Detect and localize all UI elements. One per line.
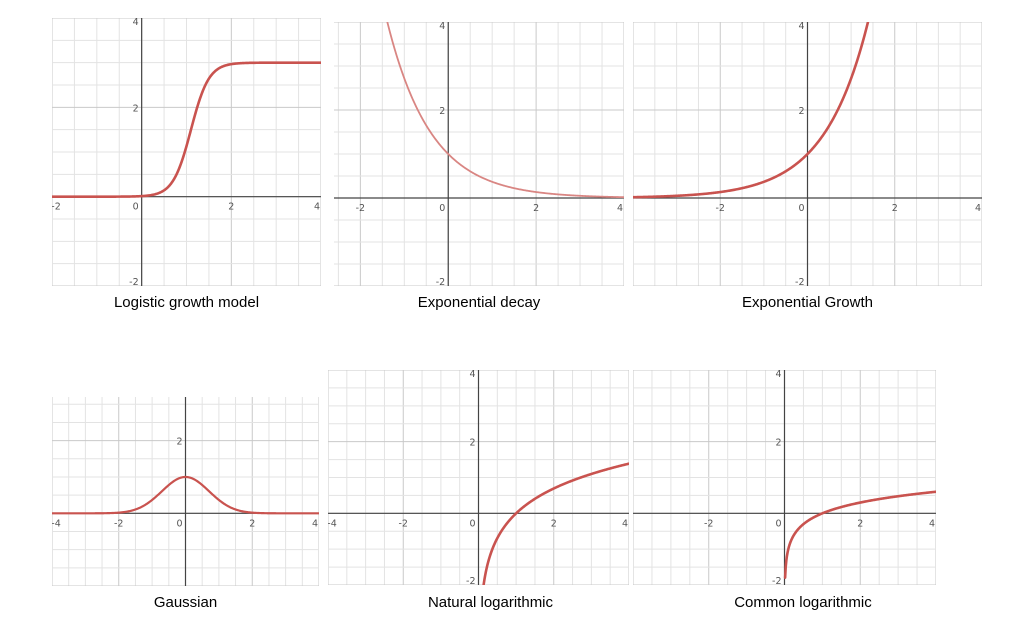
- x-tick-label: -2: [399, 518, 408, 529]
- x-tick-label: 0: [133, 202, 139, 213]
- x-tick-label: 4: [312, 518, 318, 529]
- y-tick-label: 2: [133, 103, 139, 114]
- chart-svg: -2 0 2 4 -2 2 4: [52, 18, 321, 286]
- x-tick-label: 4: [314, 202, 320, 213]
- chart-svg: -4 -2 0 2 4 -2 2 4: [328, 370, 629, 585]
- chart-natural-log: -4 -2 0 2 4 -2 2 4: [328, 370, 629, 585]
- x-tick-label: 2: [551, 518, 557, 529]
- chart-gaussian: -4 -2 0 2 4 2: [52, 397, 319, 586]
- x-tick-label: 2: [892, 203, 898, 214]
- chart-svg: -4 -2 0 2 4 2: [52, 397, 319, 586]
- y-tick-label: 4: [798, 22, 804, 32]
- series-line: [482, 462, 629, 585]
- x-tick-label: 4: [622, 518, 628, 529]
- y-tick-label: 4: [775, 370, 781, 380]
- x-tick-label: 0: [176, 518, 182, 529]
- chart-svg: -2 0 2 4 -2 2 4: [334, 22, 624, 286]
- series-line: [783, 490, 936, 579]
- x-tick-label: 4: [929, 518, 935, 529]
- series-line: [386, 22, 624, 199]
- x-tick-label: 0: [775, 518, 781, 529]
- y-tick-label: -2: [466, 576, 475, 585]
- series-line: [52, 475, 319, 515]
- x-tick-label: 0: [439, 203, 445, 214]
- chart-title: Natural logarithmic: [427, 594, 554, 611]
- x-tick-label: 4: [617, 203, 623, 214]
- y-tick-label: 4: [133, 18, 139, 28]
- y-tick-label: 2: [798, 106, 804, 117]
- series-line: [52, 61, 321, 198]
- chart-common-log: -2 0 2 4 -2 2 4: [633, 370, 936, 585]
- y-tick-label: 2: [439, 106, 445, 117]
- x-tick-label: -2: [114, 518, 123, 529]
- y-tick-label: -2: [129, 277, 138, 286]
- x-tick-label: -2: [716, 203, 725, 214]
- x-tick-label: -4: [52, 518, 61, 529]
- y-tick-label: 4: [469, 370, 475, 380]
- chart-title: Logistic growth model: [113, 294, 260, 311]
- series-line: [633, 22, 870, 199]
- x-tick-label: 4: [975, 203, 981, 214]
- chart-exponential-growth: -2 0 2 4 -2 2 4: [633, 22, 982, 286]
- chart-svg: -2 0 2 4 -2 2 4: [633, 22, 982, 286]
- y-tick-label: 4: [439, 22, 445, 32]
- y-tick-label: 2: [176, 437, 182, 448]
- x-tick-label: -4: [328, 518, 337, 529]
- y-tick-label: 2: [469, 438, 475, 449]
- chart-logistic: -2 0 2 4 -2 2 4: [52, 18, 321, 286]
- x-tick-label: -2: [356, 203, 365, 214]
- chart-title: Exponential decay: [417, 294, 541, 311]
- y-tick-label: -2: [436, 277, 445, 286]
- y-tick-label: -2: [795, 277, 804, 286]
- x-tick-label: 0: [798, 203, 804, 214]
- chart-exponential-decay: -2 0 2 4 -2 2 4: [334, 22, 624, 286]
- chart-title: Exponential Growth: [742, 294, 873, 311]
- chart-title: Gaussian: [153, 594, 218, 611]
- x-tick-label: -2: [52, 202, 61, 213]
- x-tick-label: 2: [533, 203, 539, 214]
- y-tick-label: -2: [772, 576, 781, 585]
- x-tick-label: 2: [249, 518, 255, 529]
- chart-svg: -2 0 2 4 -2 2 4: [633, 370, 936, 585]
- y-tick-label: 2: [775, 438, 781, 449]
- chart-title: Common logarithmic: [734, 594, 872, 611]
- x-tick-label: 2: [857, 518, 863, 529]
- x-tick-label: 2: [228, 202, 234, 213]
- x-tick-label: 0: [469, 518, 475, 529]
- x-tick-label: -2: [704, 518, 713, 529]
